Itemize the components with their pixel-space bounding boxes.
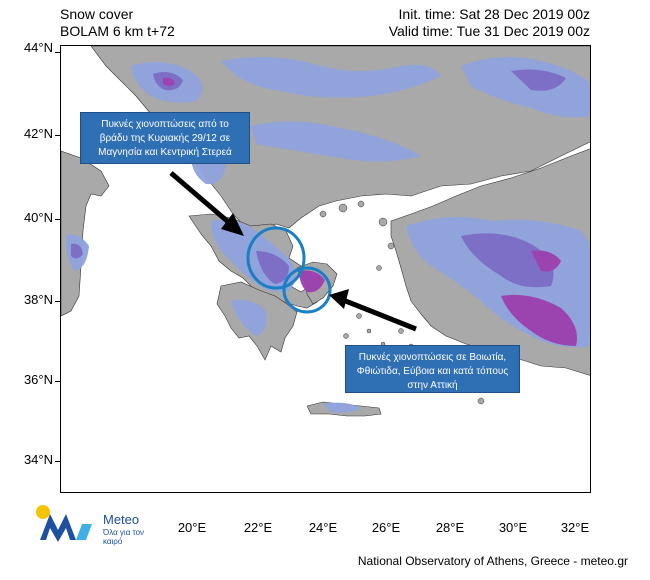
callout-boeotia: Πυκνές χιονοπτώσεις σε Βοιωτία, Φθιώτιδα… <box>345 345 520 393</box>
lon-label-22: 22°E <box>243 520 273 535</box>
lon-label-26: 26°E <box>371 520 401 535</box>
italy-land <box>61 150 110 317</box>
snow-patch <box>221 57 441 98</box>
snow-patch <box>163 77 175 86</box>
arrow-north <box>169 171 244 236</box>
map-header-left: Snow cover BOLAM 6 km t+72 <box>60 6 175 40</box>
footer-credit: National Observatory of Athens, Greece -… <box>357 554 628 568</box>
init-time: Init. time: Sat 28 Dec 2019 00z <box>398 6 590 22</box>
snow-patch <box>461 57 590 118</box>
snow-patch <box>511 69 566 91</box>
lon-label-32: 32°E <box>560 520 590 535</box>
map-title: Snow cover <box>60 6 134 22</box>
snow-patch <box>71 243 83 259</box>
lon-label-28: 28°E <box>435 520 465 535</box>
meteo-logo <box>30 500 150 550</box>
callout-magnesia: Πυκνές χιονοπτώσεις από το βράδυ της Κυρ… <box>80 112 250 164</box>
meteo-logo-icon <box>36 505 92 542</box>
snow-cover-map <box>61 46 590 417</box>
lat-label-36: 36°N <box>23 372 53 387</box>
snow-patch <box>251 121 421 162</box>
snow-layer <box>65 57 590 413</box>
lat-label-40: 40°N <box>23 210 53 225</box>
map-frame <box>60 45 591 493</box>
model-label: BOLAM 6 km t+72 <box>60 23 175 39</box>
lat-label-42: 42°N <box>23 126 53 141</box>
tick <box>55 135 60 136</box>
arrow-south <box>329 289 417 332</box>
snow-patch <box>501 294 577 346</box>
tick <box>55 219 60 220</box>
lat-label-44: 44°N <box>23 40 53 55</box>
snow-patch <box>531 250 561 272</box>
lon-label-30: 30°E <box>498 520 528 535</box>
tick <box>55 381 60 382</box>
snow-patch <box>299 270 325 293</box>
snow-patch <box>323 402 361 413</box>
lat-label-34: 34°N <box>23 452 53 467</box>
valid-time: Valid time: Tue 31 Dec 2019 00z <box>388 23 590 39</box>
snow-patch <box>256 251 289 284</box>
logo-name: Meteo <box>103 512 140 527</box>
aegean-islands <box>319 200 485 405</box>
map-header-right: Init. time: Sat 28 Dec 2019 00z Valid ti… <box>389 6 590 40</box>
tick <box>55 52 60 53</box>
tick <box>55 461 60 462</box>
highlight-circle-evia <box>282 266 332 314</box>
tick <box>55 301 60 302</box>
logo-tagline: Όλα για τον καιρό <box>103 528 145 546</box>
lon-label-20: 20°E <box>177 520 207 535</box>
highlight-circle-magnesia <box>246 226 306 290</box>
snow-patch <box>461 233 554 288</box>
lat-label-38: 38°N <box>23 292 53 307</box>
snow-patch <box>231 299 267 336</box>
lon-label-24: 24°E <box>308 520 338 535</box>
